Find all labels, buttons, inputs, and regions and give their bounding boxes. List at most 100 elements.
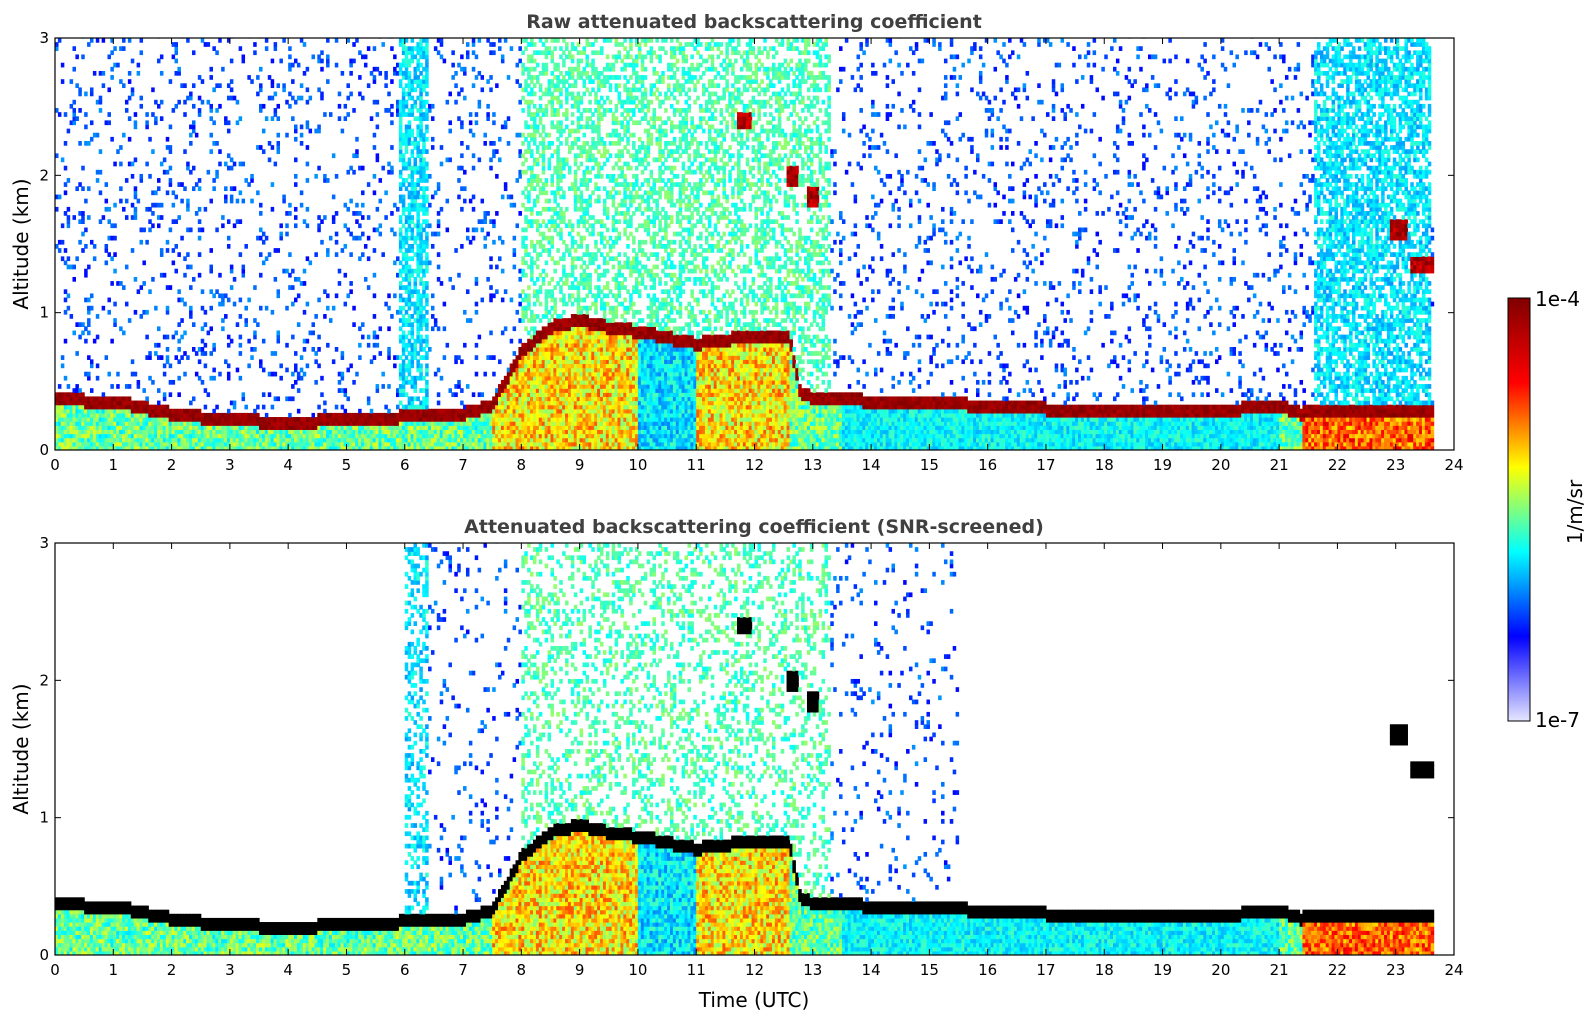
heatmap-cell — [425, 116, 429, 121]
heatmap-cell — [410, 256, 415, 262]
heatmap-cell — [113, 441, 117, 447]
heatmap-cell — [95, 178, 100, 183]
heatmap-cell — [168, 379, 173, 385]
heatmap-cell — [267, 437, 272, 443]
heatmap-cell — [66, 206, 71, 212]
heatmap-cell — [337, 268, 342, 274]
heatmap-cell — [457, 355, 461, 360]
heatmap-cell — [422, 132, 426, 138]
heatmap-cell — [273, 112, 278, 117]
heatmap-cell — [480, 297, 485, 303]
heatmap-cell — [293, 367, 298, 373]
heatmap-cell — [334, 239, 339, 245]
heatmap-cell — [229, 437, 234, 443]
heatmap-cell — [567, 231, 572, 237]
heatmap-cell — [372, 334, 377, 340]
heatmap-cell — [209, 116, 213, 121]
heatmap-cell — [293, 297, 298, 303]
heatmap-cell — [503, 120, 508, 126]
heatmap-cell — [136, 429, 141, 435]
heatmap-cell — [110, 338, 114, 344]
heatmap-cell — [404, 318, 409, 323]
heatmap-cell — [203, 363, 208, 369]
heatmap-cell — [349, 62, 353, 68]
heatmap-cell — [372, 342, 377, 348]
heatmap-cell — [559, 314, 563, 319]
heatmap-cell — [419, 256, 423, 262]
heatmap-cell — [527, 293, 531, 299]
heatmap-cell — [119, 198, 123, 204]
heatmap-cell — [78, 408, 82, 414]
heatmap-cell — [177, 70, 181, 76]
heatmap-cell — [410, 141, 415, 146]
heatmap-cell — [221, 425, 225, 430]
heatmap-cell — [113, 421, 117, 426]
heatmap-cell — [401, 445, 406, 450]
heatmap-cell — [407, 235, 412, 241]
heatmap-cell — [425, 75, 429, 80]
heatmap-cell — [489, 264, 493, 270]
heatmap-cell — [101, 38, 106, 43]
heatmap-cell — [492, 223, 496, 229]
heatmap-cell — [142, 441, 146, 447]
heatmap-cell — [299, 190, 304, 196]
heatmap-cell — [410, 408, 415, 414]
heatmap-cell — [384, 445, 388, 450]
heatmap-cell — [544, 272, 549, 278]
heatmap-cell — [416, 219, 420, 224]
heatmap-cell — [55, 400, 59, 406]
heatmap-cell — [244, 421, 248, 426]
heatmap-cell — [492, 120, 496, 126]
heatmap-cell — [293, 124, 298, 130]
heatmap-cell — [535, 112, 540, 117]
heatmap-cell — [241, 396, 246, 402]
heatmap-cell — [349, 252, 353, 257]
heatmap-cell — [500, 194, 505, 200]
heatmap-cell — [439, 281, 444, 286]
heatmap-cell — [398, 153, 403, 159]
heatmap-cell — [189, 417, 193, 422]
heatmap-cell — [162, 425, 167, 430]
heatmap-cell — [229, 433, 234, 439]
heatmap-cell — [136, 417, 141, 422]
heatmap-cell — [366, 235, 371, 241]
heatmap-cell — [314, 421, 318, 426]
heatmap-cell — [547, 252, 552, 257]
heatmap-cell — [107, 309, 111, 315]
heatmap-cell — [535, 79, 540, 84]
heatmap-cell — [87, 441, 91, 447]
heatmap-cell — [401, 136, 406, 142]
heatmap-cell — [101, 215, 106, 220]
heatmap-cell — [390, 46, 394, 51]
heatmap-cell — [162, 404, 167, 410]
heatmap-cell — [559, 99, 563, 105]
heatmap-cell — [407, 95, 412, 101]
heatmap-cell — [390, 417, 394, 422]
heatmap-cell — [180, 355, 184, 360]
heatmap-cell — [267, 75, 272, 80]
heatmap-cell — [154, 99, 158, 105]
heatmap-cell — [381, 445, 385, 450]
heatmap-cell — [189, 169, 193, 175]
heatmap-cell — [381, 437, 385, 443]
heatmap-cell — [308, 417, 313, 422]
heatmap-cell — [84, 421, 88, 426]
heatmap-cell — [133, 206, 138, 212]
heatmap-cell — [512, 264, 517, 270]
heatmap-cell — [369, 70, 374, 76]
heatmap-cell — [221, 417, 225, 422]
heatmap-cell — [197, 417, 202, 422]
heatmap-cell — [562, 83, 566, 89]
heatmap-cell — [398, 231, 403, 237]
heatmap-cell — [366, 400, 371, 406]
heatmap-cell — [174, 46, 179, 51]
heatmap-cell — [573, 141, 578, 146]
heatmap-cell — [331, 215, 336, 220]
heatmap-cell — [165, 239, 170, 245]
heatmap-cell — [270, 441, 275, 447]
heatmap-cell — [110, 425, 114, 430]
heatmap-cell — [515, 223, 520, 229]
heatmap-cell — [151, 433, 155, 439]
heatmap-cell — [256, 417, 260, 422]
heatmap-cell — [573, 46, 578, 51]
